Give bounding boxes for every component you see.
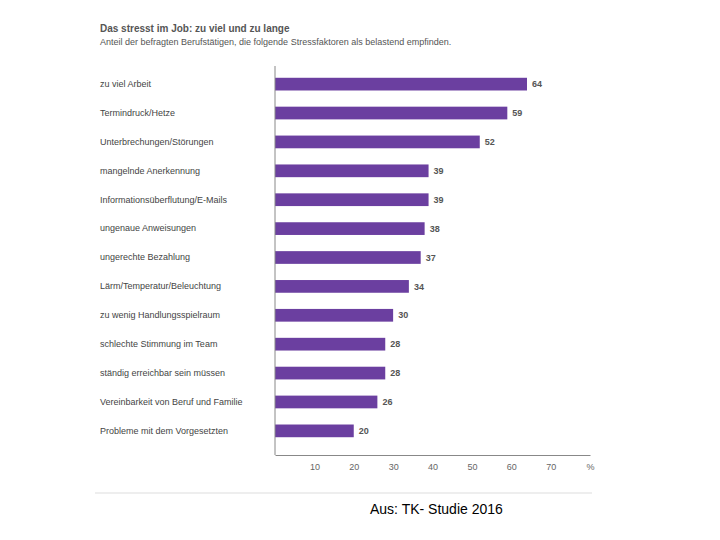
data-label: 34 [414,282,424,292]
tick: 50 [467,455,477,472]
bars [275,78,527,437]
tick: % [586,455,594,472]
axis-line [276,455,591,456]
tick-label: 70 [546,462,556,472]
tick: 70 [546,455,556,472]
bar [275,396,377,409]
tick-label: Probleme mit dem Vorgesetzten [100,426,228,436]
tick: 30 [389,455,399,472]
tick: Lärm/Temperatur/Beleuchtung [100,281,275,291]
data-label: 37 [426,253,436,263]
x-axis: 10 20 30 40 50 60 70% [276,455,595,472]
bar [275,309,393,322]
tick-label: schlechte Stimmung im Team [100,339,217,349]
tick-label: ungenaue Anweisungen [100,223,196,233]
tick: 10 [310,455,320,472]
tick-label: mangelnde Anerkennung [100,166,200,176]
bar [275,107,507,120]
bar [275,338,385,351]
bar [275,164,429,177]
bar [275,367,385,380]
tick: schlechte Stimmung im Team [100,339,275,349]
tick: Termindruck/Hetze [100,108,275,118]
tick: 40 [428,455,438,472]
tick-label: 60 [507,462,517,472]
tick: Unterbrechungen/Störungen [100,137,275,147]
separator [95,493,592,494]
data-label: 30 [398,310,408,320]
data-label: 28 [390,339,400,349]
tick-label: ständig erreichbar sein müssen [100,368,225,378]
tick-label: Informationsüberflutung/E-Mails [100,195,228,205]
tick: ungerechte Bezahlung [100,252,275,262]
tick: mangelnde Anerkennung [100,166,275,176]
data-labels: 64 59 52 39 39 38 37 34 30 28 28 26 20 [359,79,542,436]
data-label: 20 [359,426,369,436]
tick-label: zu wenig Handlungsspielraum [100,310,220,320]
bar [275,280,409,293]
data-label: 39 [434,166,444,176]
axis-line [275,66,276,455]
data-label: 59 [512,108,522,118]
tick: 60 [507,455,517,472]
subtitle: Anteil der befragten Berufstätigen, die … [100,37,451,47]
tick-label: zu viel Arbeit [100,79,152,89]
tick-label: Termindruck/Hetze [100,108,175,118]
tick: ungenaue Anweisungen [100,223,275,233]
tick: 20 [349,455,359,472]
bar [275,251,421,264]
chart: Das stresst im Job: zu viel und zu lange… [0,0,720,540]
bar [275,193,429,206]
tick-label: 40 [428,462,438,472]
bar [275,222,425,235]
tick-label: 10 [310,462,320,472]
data-label: 26 [382,397,392,407]
tick-label: ungerechte Bezahlung [100,252,190,262]
bar [275,136,480,149]
tick: Vereinbarkeit von Beruf und Familie [100,397,275,407]
data-label: 28 [390,368,400,378]
tick-label: 30 [389,462,399,472]
tick-label: % [586,462,594,472]
tick-label: Vereinbarkeit von Beruf und Familie [100,397,243,407]
data-label: 52 [485,137,495,147]
tick: Probleme mit dem Vorgesetzten [100,426,275,436]
title: Das stresst im Job: zu viel und zu lange [100,23,290,34]
data-label: 64 [532,79,542,89]
y-axis: zu viel Arbeit Termindruck/Hetze Unterbrec… [100,66,275,455]
tick-label: 20 [349,462,359,472]
tick-label: Unterbrechungen/Störungen [100,137,214,147]
tick: zu viel Arbeit [100,79,275,89]
bar [275,78,527,91]
tick: zu wenig Handlungsspielraum [100,310,275,320]
tick-label: 50 [467,462,477,472]
data-label: 39 [434,195,444,205]
tick-label: Lärm/Temperatur/Beleuchtung [100,281,221,291]
data-label: 38 [430,224,440,234]
bar [275,425,354,438]
annotation: Aus: TK- Studie 2016 [370,501,503,517]
tick: ständig erreichbar sein müssen [100,368,275,378]
tick: Informationsüberflutung/E-Mails [100,195,275,205]
